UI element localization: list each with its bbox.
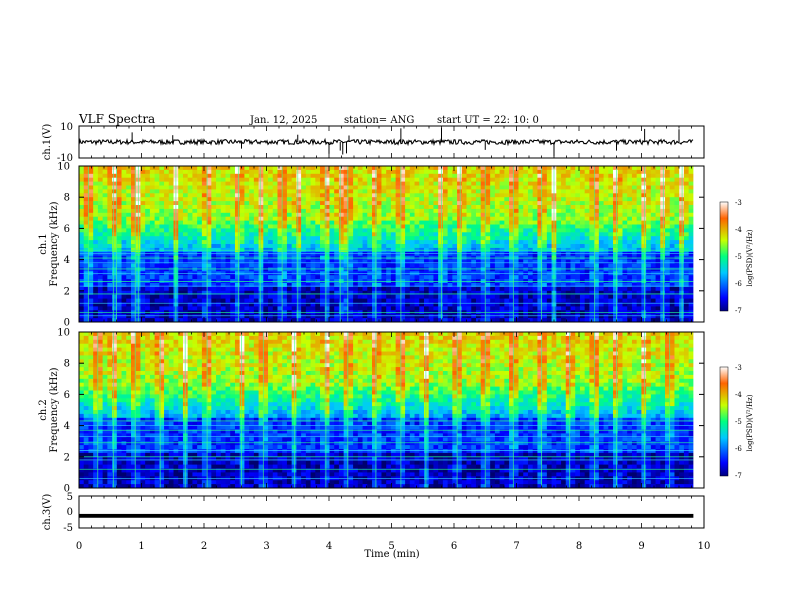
ch3-ytick-bottom: -5 <box>63 523 73 534</box>
ch2-colorbar-tick-3: -3 <box>735 364 742 372</box>
header-date: Jan. 12, 2025 <box>249 115 317 126</box>
ch1-colorbar-tick-7: -7 <box>735 307 742 315</box>
ch3-ytick-top: 5 <box>67 492 73 503</box>
spectrogram-2-ytick-4: 4 <box>64 421 70 432</box>
time-tick-2: 2 <box>201 541 207 552</box>
ch3-waveform-panel: 5 0 -5 ch.3(V) 0 1 2 3 4 5 6 7 8 9 10 Time (min) <box>42 492 710 560</box>
time-tick-7: 7 <box>513 541 519 552</box>
header-station: station= ANG <box>344 115 414 126</box>
ch1-colorbar-tick-3: -3 <box>735 199 742 207</box>
ch2-colorbar: -3 -4 -5 -6 -7 log(PSD)(V²/Hz) <box>719 364 754 480</box>
ch3-waveform-trace <box>79 513 694 518</box>
spectrogram-1-ytick-6: 6 <box>64 224 70 235</box>
time-tick-1: 1 <box>138 541 144 552</box>
spectrogram-1-ytick-4: 4 <box>64 255 70 266</box>
spectrogram-1-ytick-0: 0 <box>64 318 70 329</box>
panel-frame-ticks <box>78 126 705 528</box>
ch3-ylabel: ch.3(V) <box>42 494 53 531</box>
ch1-ylabel: ch.1(V) <box>42 124 53 161</box>
time-tick-10: 10 <box>698 541 711 552</box>
ch1-waveform-trace <box>78 127 694 157</box>
ch2-colorbar-tick-7: -7 <box>735 472 742 480</box>
ch1-ytick-top: 10 <box>60 122 73 133</box>
spectrogram-1-ytick-10: 10 <box>57 162 70 173</box>
ch2-colorbar-label: log(PSD)(V²/Hz) <box>746 394 754 451</box>
time-axis-label: Time (min) <box>364 549 419 560</box>
spectrogram-2-ytick-10: 10 <box>57 328 70 339</box>
time-tick-4: 4 <box>326 541 332 552</box>
ch1-spectrogram-yticks: 0 2 4 6 8 10 <box>57 162 704 329</box>
header-start-time: start UT = 22: 10: 0 <box>437 115 539 126</box>
time-tick-3: 3 <box>263 541 269 552</box>
ch2-colorbar-tick-6: -6 <box>735 445 742 453</box>
ch1-ytick-bottom: -10 <box>57 153 73 164</box>
ch1-spectrogram-image <box>79 166 704 323</box>
ch2-colorbar-tick-4: -4 <box>735 391 742 399</box>
time-tick-8: 8 <box>576 541 582 552</box>
spectrogram-1-ytick-2: 2 <box>64 286 70 297</box>
ch3-ytick-middle: 0 <box>67 507 73 518</box>
ch1-colorbar: -3 -4 -5 -6 -7 log(PSD)(V²/Hz) <box>719 199 754 315</box>
ch2-spectrogram-yticks: 0 2 4 6 8 10 <box>57 328 704 495</box>
time-tick-6: 6 <box>451 541 457 552</box>
ch1-colorbar-label: log(PSD)(V²/Hz) <box>746 229 754 286</box>
spectrogram-2-ytick-2: 2 <box>64 452 70 463</box>
ch1-waveform-line <box>78 137 694 147</box>
figure-title: VLF Spectra <box>78 112 155 126</box>
ch2-spectrogram-ylabel-channel: ch.2 <box>38 399 49 421</box>
ch2-colorbar-tick-5: -5 <box>735 418 742 426</box>
ch1-colorbar-tick-6: -6 <box>735 280 742 288</box>
time-tick-5: 5 <box>388 541 394 552</box>
ch1-colorbar-tick-5: -5 <box>735 253 742 261</box>
ch2-spectrogram-image <box>79 332 704 489</box>
spectrogram-2-ytick-6: 6 <box>64 390 70 401</box>
time-tick-0: 0 <box>76 541 82 552</box>
time-axis-ticks: 0 1 2 3 4 5 6 7 8 9 10 <box>76 541 711 552</box>
ch1-waveform-panel: 10 -10 ch.1(V) <box>42 122 705 164</box>
spectrogram-1-ytick-8: 8 <box>64 193 70 204</box>
time-tick-9: 9 <box>638 541 644 552</box>
ch3-waveform-band <box>79 513 694 518</box>
ch1-colorbar-tick-4: -4 <box>735 226 742 234</box>
spectrogram-2-ytick-8: 8 <box>64 359 70 370</box>
ch2-spectrogram-ylabel-frequency: Frequency (kHz) <box>49 367 60 452</box>
ch2-spectrogram-panel: 0 2 4 6 8 10 ch.2 Frequency (kHz) -3 -4 -5 -6… <box>38 328 754 495</box>
spectrogram-2-ytick-0: 0 <box>64 484 70 495</box>
ch1-spectrogram-panel: 0 2 4 6 8 10 ch.1 Frequency (kHz) -3 -4 -5 -6… <box>38 162 754 329</box>
ch1-spectrogram-ylabel-channel: ch.1 <box>38 233 49 255</box>
ch1-spectrogram-ylabel-frequency: Frequency (kHz) <box>49 201 60 286</box>
